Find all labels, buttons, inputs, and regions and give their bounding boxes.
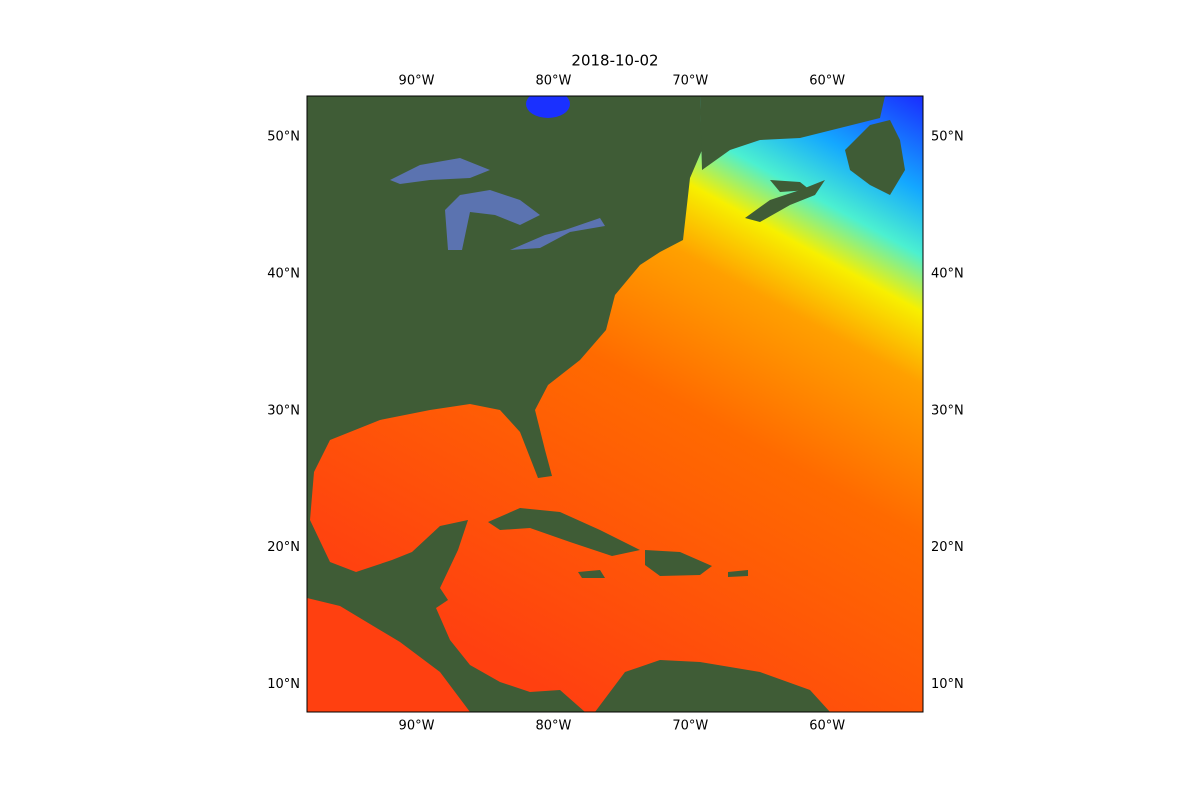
hispaniola — [645, 550, 712, 576]
y-tick-label-left: 20°N — [267, 540, 300, 555]
puerto-rico — [728, 570, 748, 577]
x-tick-label-top: 90°W — [399, 74, 435, 89]
y-tick-label-right: 30°N — [931, 403, 964, 418]
lake-superior — [390, 158, 490, 184]
y-tick-label-left: 40°N — [267, 266, 300, 281]
x-tick-label-top: 60°W — [809, 74, 845, 89]
y-tick-label-left: 50°N — [267, 130, 300, 145]
y-tick-label-left: 30°N — [267, 403, 300, 418]
northeast-land — [700, 96, 885, 170]
map-title: 2018-10-02 — [571, 52, 658, 70]
lake-michigan-huron — [445, 190, 540, 250]
y-tick-label-right: 40°N — [931, 266, 964, 281]
newfoundland — [845, 120, 905, 195]
nova-scotia — [745, 180, 825, 222]
y-tick-label-right: 50°N — [931, 130, 964, 145]
south-america — [595, 660, 830, 712]
y-tick-label-left: 10°N — [267, 677, 300, 692]
y-tick-label-right: 10°N — [931, 677, 964, 692]
x-tick-label-top: 80°W — [535, 74, 571, 89]
map-frame — [306, 95, 924, 713]
x-tick-label-top: 70°W — [672, 74, 708, 89]
x-tick-label-bottom: 60°W — [809, 719, 845, 734]
x-tick-label-bottom: 80°W — [535, 719, 571, 734]
cuba — [488, 508, 640, 556]
jamaica — [578, 570, 605, 578]
james-bay — [526, 96, 570, 118]
x-tick-label-bottom: 90°W — [399, 719, 435, 734]
cape-breton — [770, 180, 810, 192]
north-america — [307, 96, 702, 712]
x-tick-label-bottom: 70°W — [672, 719, 708, 734]
map-area — [307, 96, 923, 712]
lake-erie-ontario — [510, 218, 605, 250]
y-tick-label-right: 20°N — [931, 540, 964, 555]
